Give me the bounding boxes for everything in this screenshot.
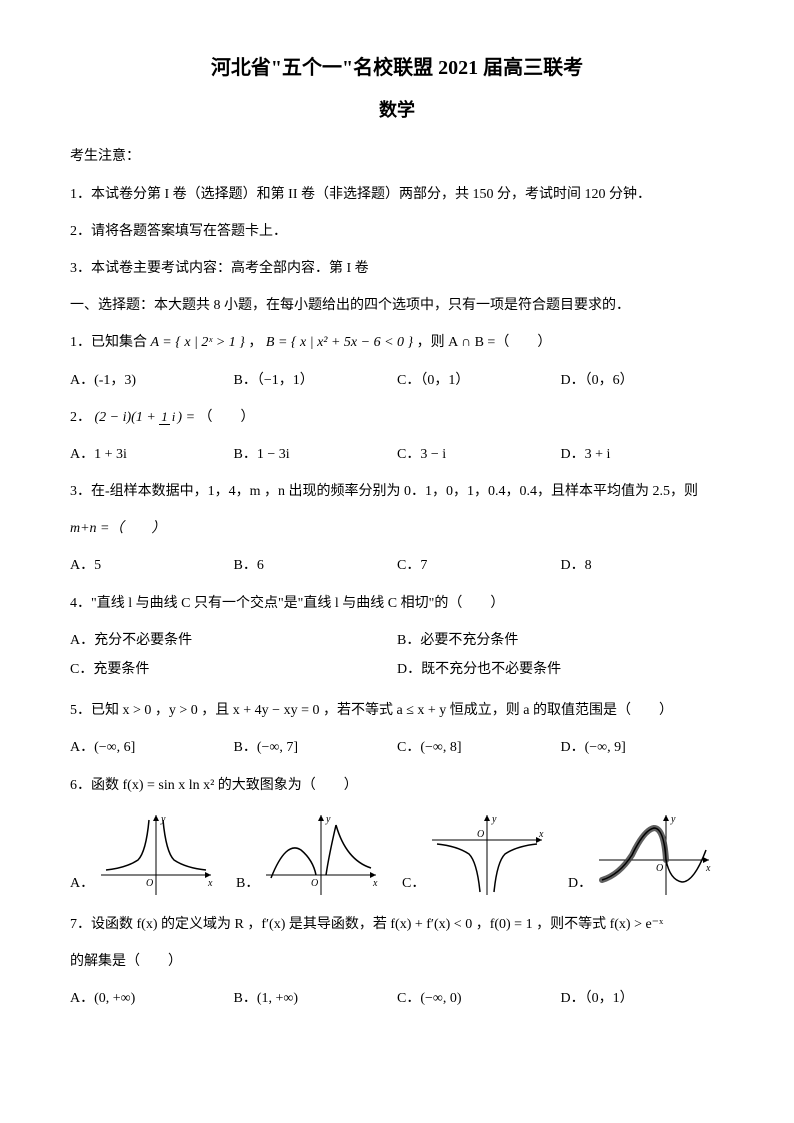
note-1: 1．本试卷分第 I 卷（选择题）和第 II 卷（非选择题）两部分，共 150 分… [70, 182, 724, 207]
q6-opt-d: D． [568, 871, 592, 900]
q6-graph-b: x y O [261, 810, 381, 900]
q5-opt-b: B．(−∞, 7] [234, 735, 398, 760]
svg-text:O: O [656, 863, 663, 874]
q2-opt-c: C．3 − i [397, 442, 561, 467]
q1-pre: 1．已知集合 [70, 335, 151, 350]
q7-opt-b: B．(1, +∞) [234, 986, 398, 1011]
q5-opt-a: A．(−∞, 6] [70, 735, 234, 760]
q7-opt-a: A．(0, +∞) [70, 986, 234, 1011]
q1-opt-a: A．(-1，3) [70, 368, 234, 393]
q3-options: A．5 B．6 C．7 D．8 [70, 553, 724, 578]
svg-text:x: x [705, 863, 711, 874]
q3-expr: m+n =（ ） [70, 521, 166, 536]
q2-expr: (2 − i)(1 + 1i) = [95, 410, 196, 425]
svg-text:y: y [325, 814, 331, 825]
q3-stem2: m+n =（ ） [70, 516, 724, 541]
svg-text:x: x [372, 878, 378, 889]
q6-opt-a: A． [70, 871, 94, 900]
q1-opt-d: D．（0，6） [561, 368, 725, 393]
q4-options: A．充分不必要条件 B．必要不充分条件 C．充要条件 D．既不充分也不必要条件 [70, 628, 724, 686]
q6-graphs: A． x y O B． x y O C． [70, 810, 724, 900]
q2-opt-d: D．3 + i [561, 442, 725, 467]
q1-setB: B = { x | x² + 5x − 6 < 0 } [266, 335, 413, 350]
q2-opt-b: B．1 − 3i [234, 442, 398, 467]
q4-stem: 4．"直线 l 与曲线 C 只有一个交点"是"直线 l 与曲线 C 相切"的（ … [70, 591, 724, 616]
q6-stem: 6．函数 f(x) = sin x ln x² 的大致图象为（ ） [70, 773, 724, 798]
q2-options: A．1 + 3i B．1 − 3i C．3 − i D．3 + i [70, 442, 724, 467]
q6-opt-c: C． [402, 871, 425, 900]
q4-opt-d: D．既不充分也不必要条件 [397, 657, 724, 682]
q7-stem1: 7．设函数 f(x) 的定义域为 R ，f′(x) 是其导函数，若 f(x) +… [70, 912, 724, 937]
svg-text:y: y [491, 814, 497, 825]
svg-text:x: x [207, 878, 213, 889]
exam-title: 河北省"五个一"名校联盟 2021 届高三联考 [70, 50, 724, 86]
q6-graph-a: x y O [96, 810, 216, 900]
q1-setA: A = { x | 2ˣ > 1 } [151, 335, 245, 350]
q3-opt-a: A．5 [70, 553, 234, 578]
svg-text:y: y [670, 814, 676, 825]
svg-text:O: O [311, 878, 318, 889]
notes-label: 考生注意： [70, 144, 724, 169]
svg-text:O: O [477, 829, 484, 840]
q1-options: A．(-1，3) B．（−1，1） C．（0，1） D．（0，6） [70, 368, 724, 393]
q1-post: ，则 A ∩ B =（ ） [417, 335, 552, 350]
q4-opt-a: A．充分不必要条件 [70, 628, 397, 653]
q2-num: 2． [70, 410, 91, 425]
q1-stem: 1．已知集合 A = { x | 2ˣ > 1 } ， B = { x | x²… [70, 330, 724, 355]
q3-opt-c: C．7 [397, 553, 561, 578]
q2-stem: 2． (2 − i)(1 + 1i) = （ ） [70, 405, 724, 430]
q7-opt-c: C．(−∞, 0) [397, 986, 561, 1011]
q5-options: A．(−∞, 6] B．(−∞, 7] C．(−∞, 8] D．(−∞, 9] [70, 735, 724, 760]
svg-text:x: x [538, 829, 544, 840]
q1-opt-b: B．（−1，1） [234, 368, 398, 393]
svg-text:O: O [146, 878, 153, 889]
q6-graph-c: x y O [427, 810, 547, 900]
exam-subject: 数学 [70, 94, 724, 126]
q5-opt-c: C．(−∞, 8] [397, 735, 561, 760]
q1-opt-c: C．（0，1） [397, 368, 561, 393]
q2-opt-a: A．1 + 3i [70, 442, 234, 467]
q7-stem2: 的解集是（ ） [70, 949, 724, 974]
q3-opt-b: B．6 [234, 553, 398, 578]
note-2: 2．请将各题答案填写在答题卡上． [70, 219, 724, 244]
q3-stem1: 3．在-组样本数据中，1，4，m ，n 出现的频率分别为 0．1，0，1，0.4… [70, 479, 724, 504]
q5-stem: 5．已知 x > 0 ，y > 0 ，且 x + 4y − xy = 0 ，若不… [70, 698, 724, 723]
q1-mid: ， [248, 335, 262, 350]
q3-opt-d: D．8 [561, 553, 725, 578]
section-instruction: 一、选择题：本大题共 8 小题，在每小题给出的四个选项中，只有一项是符合题目要求… [70, 293, 724, 318]
q6-graph-d: x y O [594, 810, 714, 900]
q4-opt-b: B．必要不充分条件 [397, 628, 724, 653]
q7-opt-d: D．（0，1） [561, 986, 725, 1011]
note-3: 3．本试卷主要考试内容：高考全部内容．第 I 卷 [70, 256, 724, 281]
q6-opt-b: B． [236, 871, 259, 900]
q2-blank: （ ） [199, 410, 255, 425]
q5-opt-d: D．(−∞, 9] [561, 735, 725, 760]
q7-options: A．(0, +∞) B．(1, +∞) C．(−∞, 0) D．（0，1） [70, 986, 724, 1011]
q4-opt-c: C．充要条件 [70, 657, 397, 682]
